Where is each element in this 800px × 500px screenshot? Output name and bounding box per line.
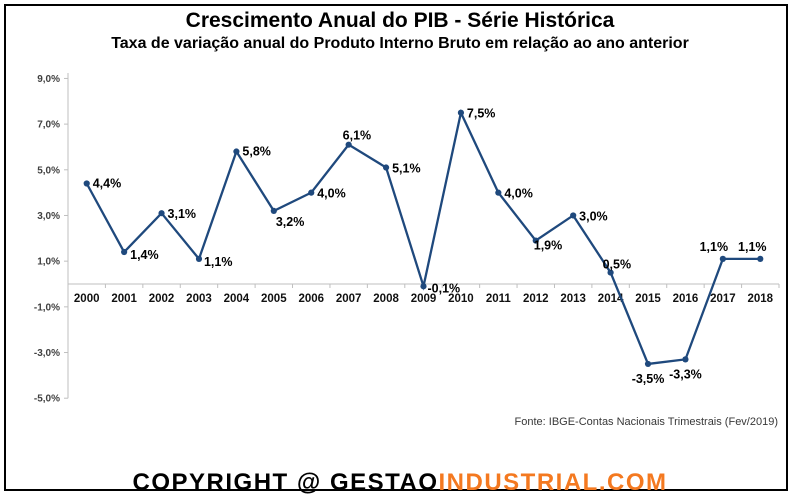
data-label-2015: -3,5% — [632, 372, 665, 386]
year-label-2006: 2006 — [298, 293, 324, 305]
y-tick-label: 1,0% — [37, 257, 60, 268]
y-tick-label: -3,0% — [34, 348, 60, 359]
data-point-2017 — [719, 255, 726, 262]
gdp-series-line — [85, 109, 761, 366]
year-label-2011: 2011 — [486, 293, 512, 305]
data-point-2011 — [495, 189, 502, 196]
data-point-2014 — [607, 269, 614, 276]
data-point-2008 — [382, 164, 390, 171]
source-note: Fonte: IBGE-Contas Nacionais Trimestrais… — [514, 416, 778, 428]
year-label-2007: 2007 — [336, 293, 362, 305]
data-label-2011: 4,0% — [504, 187, 533, 201]
brand-black: GESTAO — [329, 469, 439, 496]
data-label-2001: 1,4% — [130, 248, 159, 262]
data-label-2013: 3,0% — [579, 209, 608, 223]
y-tick-label: -1,0% — [34, 302, 60, 313]
copyright-prefix: COPYRIGHT @ — [132, 469, 330, 496]
year-label-2004: 2004 — [224, 293, 250, 305]
data-point-2007 — [345, 141, 352, 148]
data-label-2007: 6,1% — [343, 129, 372, 143]
data-point-2006 — [308, 189, 315, 196]
y-tick-label: 9,0% — [37, 74, 60, 85]
y-tick-label: 3,0% — [37, 211, 60, 222]
data-point-2001 — [121, 248, 128, 256]
data-label-2010: 7,5% — [467, 107, 496, 121]
data-label-2018: 1,1% — [738, 240, 767, 254]
y-tick-label: -5,0% — [34, 394, 60, 405]
data-point-2015 — [644, 360, 652, 368]
year-label-2010: 2010 — [448, 293, 474, 305]
data-label-2016: -3,3% — [669, 367, 702, 381]
data-label-2003: 1,1% — [204, 255, 233, 269]
data-label-2002: 3,1% — [168, 207, 197, 221]
chart-header: Crescimento Anual do PIB - Série Históri… — [0, 7, 800, 54]
y-tick-label: 7,0% — [37, 120, 60, 131]
year-label-2001: 2001 — [111, 293, 137, 305]
copyright-footer: COPYRIGHT @ GESTAOINDUSTRIAL.COM — [0, 468, 800, 498]
page-title: Crescimento Anual do PIB - Série Históri… — [185, 9, 615, 32]
data-point-2003 — [195, 255, 203, 262]
outer-border-frame — [4, 4, 788, 491]
data-point-2013 — [570, 212, 577, 219]
data-point-2010 — [457, 109, 465, 116]
year-label-2000: 2000 — [74, 293, 100, 305]
year-label-2003: 2003 — [186, 293, 212, 305]
year-label-2002: 2002 — [149, 293, 175, 305]
data-label-2005: 3,2% — [276, 215, 305, 229]
page-subtitle: Taxa de variação anual do Produto Intern… — [111, 35, 689, 53]
year-label-2008: 2008 — [373, 293, 399, 305]
data-label-2009: -0,1% — [428, 281, 461, 295]
year-label-2017: 2017 — [710, 293, 736, 305]
data-point-2009 — [420, 283, 427, 290]
year-label-2016: 2016 — [673, 293, 699, 305]
data-point-2005 — [270, 207, 277, 215]
data-point-2016 — [682, 356, 689, 363]
year-label-2012: 2012 — [523, 293, 549, 305]
data-point-2000 — [83, 180, 90, 187]
year-label-2009: 2009 — [411, 293, 437, 305]
data-point-2018 — [757, 255, 764, 262]
data-label-2006: 4,0% — [317, 187, 346, 201]
year-label-2014: 2014 — [598, 293, 624, 305]
y-tick-label: 5,0% — [37, 165, 60, 176]
data-label-2014: 0,5% — [603, 258, 632, 272]
data-label-2008: 5,1% — [392, 162, 421, 176]
data-label-2000: 4,4% — [93, 177, 122, 191]
data-point-2002 — [158, 210, 165, 217]
brand-orange: INDUSTRIAL.COM — [438, 469, 668, 496]
data-label-2004: 5,8% — [242, 145, 270, 159]
data-point-2012 — [532, 237, 539, 244]
year-label-2013: 2013 — [560, 293, 586, 305]
data-point-2004 — [233, 148, 240, 155]
year-label-2018: 2018 — [747, 293, 773, 305]
data-label-2017: 1,1% — [700, 240, 729, 254]
year-label-2015: 2015 — [635, 293, 661, 305]
year-label-2005: 2005 — [261, 293, 287, 305]
data-label-2012: 1,9% — [534, 239, 563, 253]
